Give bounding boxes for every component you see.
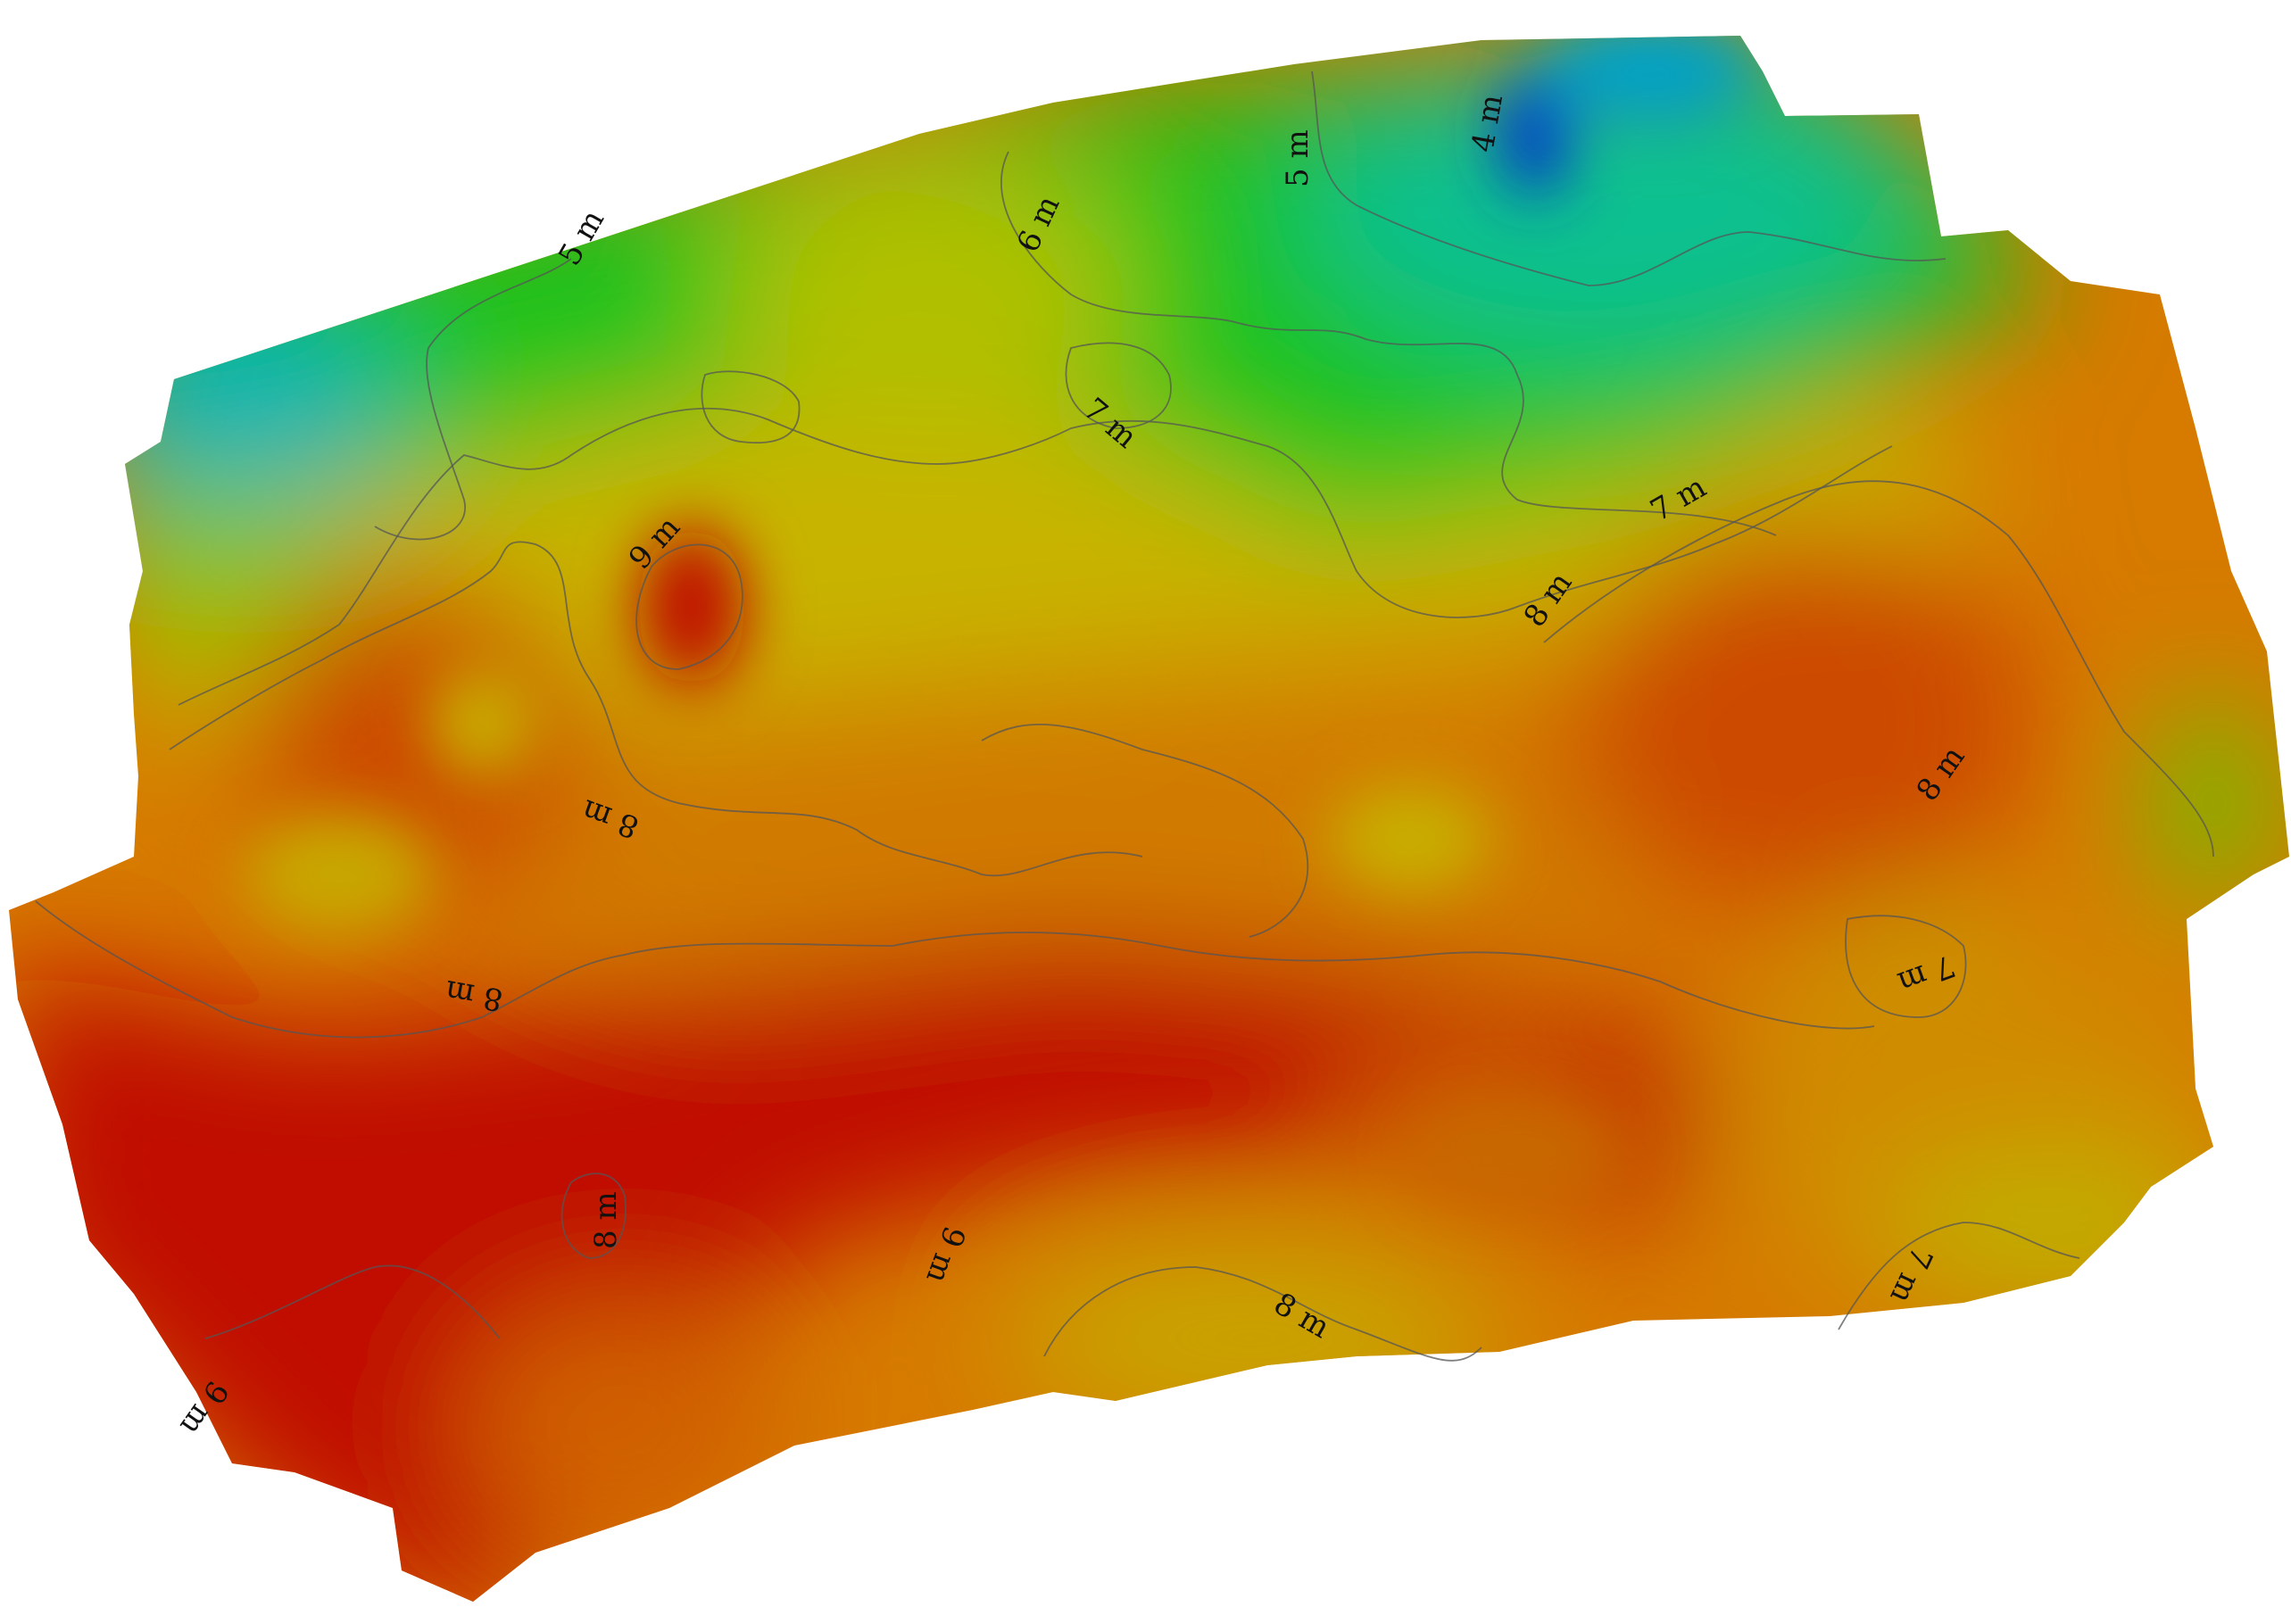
contour-9m-knoll	[635, 543, 743, 670]
contour-8m-east	[1543, 480, 2214, 858]
contour-7m-north	[178, 408, 1893, 706]
contour-6m	[1000, 151, 1777, 536]
contour-7m-east-pocket	[1845, 915, 1967, 1018]
contour-8m-southwest-knoll	[560, 1172, 627, 1259]
contour-label-5m-north: 5 m	[1280, 129, 1316, 187]
contour-7m-southeast	[1838, 1222, 2080, 1330]
contour-lines	[35, 70, 2214, 1362]
contour-5m-north	[1311, 70, 1947, 286]
contour-8m-south	[35, 900, 1875, 1039]
contour-9m-southwest	[204, 1264, 501, 1339]
contour-loop-northwest	[701, 370, 801, 444]
contour-5m-west	[374, 258, 572, 541]
contour-label-8m-knoll: 8 m	[588, 1191, 624, 1249]
contour-8m-west	[169, 541, 1143, 877]
contour-loop-north	[1065, 342, 1172, 429]
contour-8m-centre	[981, 723, 1309, 938]
contour-8m-southmid	[1043, 1266, 1482, 1362]
